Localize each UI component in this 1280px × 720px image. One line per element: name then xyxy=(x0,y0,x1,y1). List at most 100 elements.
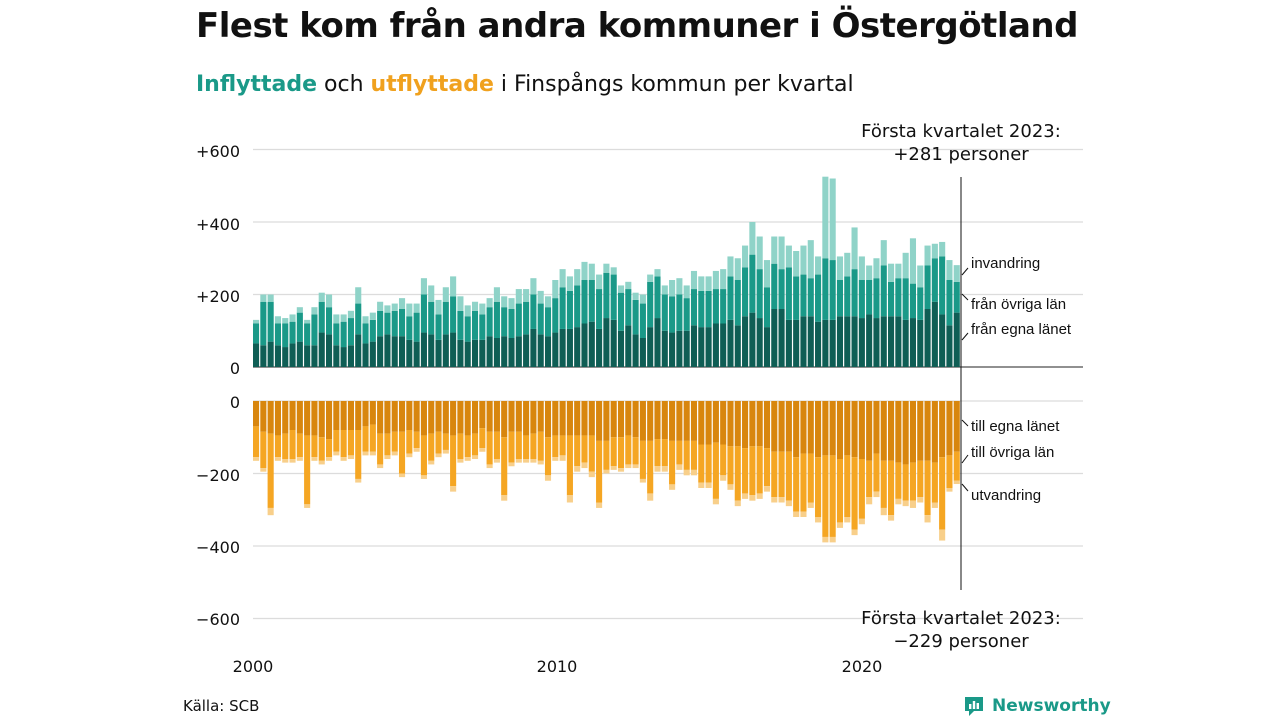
bar-in-other-85 xyxy=(873,278,880,319)
bar-in-own-73 xyxy=(785,319,792,368)
bar-in-other-20 xyxy=(398,309,406,337)
bar-out-own-83 xyxy=(858,401,865,459)
bar-out-own-51 xyxy=(625,401,632,436)
label-fran-ovriga-lan: från övriga län xyxy=(971,296,1066,313)
bar-in-own-15 xyxy=(362,343,369,367)
bar-in-immigration-66 xyxy=(734,258,741,280)
bar-in-immigration-14 xyxy=(355,287,362,304)
bar-out-other-91 xyxy=(917,460,924,498)
bar-in-other-45 xyxy=(581,280,588,324)
bar-in-immigration-79 xyxy=(829,178,836,261)
bar-out-other-3 xyxy=(274,435,281,458)
bar-out-other-56 xyxy=(661,439,668,467)
bar-in-own-58 xyxy=(676,330,683,367)
bar-out-emigration-3 xyxy=(274,457,281,461)
bar-out-other-38 xyxy=(530,433,537,460)
bar-in-own-5 xyxy=(289,343,296,367)
bar-in-other-52 xyxy=(632,299,639,335)
bar-out-own-32 xyxy=(486,401,493,432)
bar-out-other-68 xyxy=(749,446,756,496)
bar-out-other-29 xyxy=(464,435,471,458)
bar-in-other-41 xyxy=(552,298,559,333)
bar-in-other-79 xyxy=(829,260,836,320)
bar-in-other-37 xyxy=(523,301,530,335)
bar-out-emigration-63 xyxy=(712,498,719,505)
bar-in-immigration-86 xyxy=(880,240,887,266)
bar-out-other-41 xyxy=(552,435,559,458)
bar-in-immigration-27 xyxy=(450,276,457,297)
bar-in-immigration-89 xyxy=(902,252,909,279)
bar-in-other-9 xyxy=(318,301,325,333)
bar-out-other-39 xyxy=(537,431,544,461)
bar-in-other-10 xyxy=(325,307,333,335)
bar-in-immigration-63 xyxy=(712,270,719,290)
bar-out-own-22 xyxy=(413,401,420,432)
bar-in-own-27 xyxy=(450,332,457,367)
bar-in-other-61 xyxy=(698,290,705,328)
bar-in-immigration-31 xyxy=(479,303,486,315)
bar-out-own-78 xyxy=(822,401,829,456)
bar-out-emigration-13 xyxy=(347,455,354,460)
bar-out-other-43 xyxy=(566,435,573,496)
bar-out-emigration-26 xyxy=(442,449,449,454)
bar-out-own-71 xyxy=(771,401,778,452)
bar-out-own-21 xyxy=(406,401,413,430)
bar-in-own-75 xyxy=(800,316,807,367)
bar-in-other-25 xyxy=(435,314,442,340)
bar-in-own-20 xyxy=(398,336,406,367)
bar-out-other-20 xyxy=(398,431,406,474)
bar-out-other-92 xyxy=(924,460,931,516)
bar-out-other-60 xyxy=(690,440,698,470)
bar-out-other-64 xyxy=(720,444,727,476)
bar-in-immigration-76 xyxy=(807,240,814,279)
bar-in-own-4 xyxy=(282,347,289,367)
bar-out-other-86 xyxy=(880,460,887,508)
bar-out-own-26 xyxy=(442,401,449,434)
bar-out-emigration-5 xyxy=(289,459,296,463)
bar-out-other-83 xyxy=(858,459,865,519)
bar-out-own-73 xyxy=(785,401,792,452)
bar-out-emigration-76 xyxy=(807,502,814,508)
bar-out-other-47 xyxy=(596,440,603,503)
bar-out-own-65 xyxy=(727,401,734,447)
bar-out-emigration-46 xyxy=(588,471,595,478)
subtitle-och: och xyxy=(317,72,371,97)
bar-out-emigration-90 xyxy=(909,500,917,508)
bar-in-immigration-49 xyxy=(610,267,617,275)
bar-out-emigration-20 xyxy=(398,473,406,478)
bar-out-emigration-57 xyxy=(669,484,676,490)
bar-out-other-18 xyxy=(384,433,391,456)
bar-in-own-51 xyxy=(625,325,632,367)
bar-in-immigration-58 xyxy=(676,278,683,295)
bar-in-other-66 xyxy=(734,280,741,326)
bar-out-emigration-40 xyxy=(544,475,552,481)
bar-out-own-50 xyxy=(617,401,625,438)
bar-in-own-59 xyxy=(683,330,690,367)
bar-out-emigration-9 xyxy=(318,460,325,465)
bar-in-other-80 xyxy=(836,280,844,317)
bar-in-immigration-64 xyxy=(720,269,727,290)
bar-out-emigration-33 xyxy=(493,459,500,463)
bar-out-own-57 xyxy=(669,401,676,441)
bar-out-own-82 xyxy=(851,401,858,458)
bar-out-other-8 xyxy=(311,435,318,458)
bar-in-other-49 xyxy=(610,274,617,320)
bar-in-other-33 xyxy=(493,301,500,338)
bar-out-own-44 xyxy=(574,401,581,436)
subtitle-inflyttade: Inflyttade xyxy=(196,72,318,97)
y-tick-out-200: −200 xyxy=(196,466,240,485)
bar-out-own-64 xyxy=(720,401,727,445)
bar-out-other-79 xyxy=(829,455,836,537)
bar-out-emigration-80 xyxy=(836,522,844,528)
bar-in-other-26 xyxy=(442,301,449,335)
bar-in-other-2 xyxy=(267,301,274,342)
bar-in-other-53 xyxy=(639,303,646,338)
chart-subtitle: Inflyttade och utflyttade i Finspångs ko… xyxy=(196,72,854,97)
bar-in-other-73 xyxy=(785,267,792,320)
bar-out-own-14 xyxy=(355,401,362,430)
bar-out-own-89 xyxy=(902,401,909,465)
bar-out-own-5 xyxy=(289,401,296,430)
bar-in-own-1 xyxy=(260,345,267,367)
bar-in-own-26 xyxy=(442,334,449,368)
bar-out-other-46 xyxy=(588,435,595,472)
